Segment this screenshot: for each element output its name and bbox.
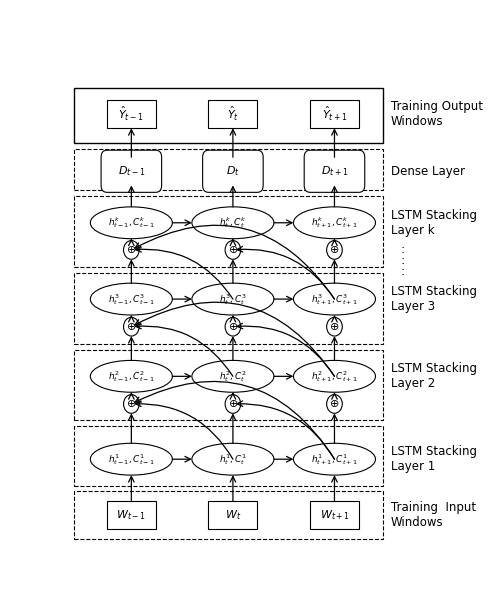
Text: :
:
:: : : : [401, 243, 405, 278]
Text: LSTM Stacking
Layer k: LSTM Stacking Layer k [391, 209, 477, 237]
Circle shape [327, 317, 342, 336]
Ellipse shape [90, 443, 172, 475]
Ellipse shape [293, 283, 375, 315]
Text: $h^2_{t+1}, C^2_{t+1}$: $h^2_{t+1}, C^2_{t+1}$ [311, 369, 358, 384]
Text: Training  Input
Windows: Training Input Windows [391, 502, 476, 530]
Ellipse shape [293, 443, 375, 475]
Ellipse shape [90, 361, 172, 392]
FancyBboxPatch shape [107, 100, 156, 128]
Ellipse shape [90, 283, 172, 315]
Text: $h^3_{t-1}, C^3_{t-1}$: $h^3_{t-1}, C^3_{t-1}$ [108, 292, 155, 306]
Text: $\oplus$: $\oplus$ [329, 398, 340, 409]
Text: $h^1_{t+1}, C^1_{t+1}$: $h^1_{t+1}, C^1_{t+1}$ [311, 452, 358, 467]
Text: $h^k_{t+1}, C^k_{t+1}$: $h^k_{t+1}, C^k_{t+1}$ [311, 215, 358, 230]
Ellipse shape [192, 207, 274, 239]
Text: $h^3_{t+1}, C^3_{t+1}$: $h^3_{t+1}, C^3_{t+1}$ [311, 292, 358, 306]
Text: LSTM Stacking
Layer 1: LSTM Stacking Layer 1 [391, 445, 477, 473]
Bar [74, 273, 383, 345]
FancyBboxPatch shape [310, 502, 359, 530]
Ellipse shape [192, 443, 274, 475]
Text: LSTM Stacking
Layer 2: LSTM Stacking Layer 2 [391, 362, 477, 390]
Text: $D_{t+1}$: $D_{t+1}$ [321, 164, 348, 178]
Text: $W_{t-1}$: $W_{t-1}$ [116, 508, 146, 522]
Circle shape [225, 395, 241, 413]
FancyBboxPatch shape [304, 150, 365, 192]
Text: $h^3_t, C^3_t$: $h^3_t, C^3_t$ [219, 292, 247, 306]
Ellipse shape [293, 361, 375, 392]
Text: $W_{t+1}$: $W_{t+1}$ [320, 508, 349, 522]
Circle shape [225, 317, 241, 336]
Text: $\oplus$: $\oplus$ [228, 244, 238, 255]
Text: $\oplus$: $\oplus$ [228, 398, 238, 409]
Bar [74, 88, 383, 143]
Bar [74, 426, 383, 486]
Text: $D_t$: $D_t$ [226, 164, 240, 178]
Circle shape [123, 317, 139, 336]
Ellipse shape [192, 283, 274, 315]
Text: $D_{t-1}$: $D_{t-1}$ [117, 164, 145, 178]
Circle shape [327, 395, 342, 413]
FancyBboxPatch shape [203, 150, 263, 192]
Ellipse shape [293, 207, 375, 239]
FancyBboxPatch shape [101, 150, 162, 192]
Text: $\oplus$: $\oplus$ [329, 321, 340, 332]
Text: $h^k_{t-1}, C^k_{t-1}$: $h^k_{t-1}, C^k_{t-1}$ [108, 215, 155, 230]
Ellipse shape [90, 207, 172, 239]
Text: Dense Layer: Dense Layer [391, 165, 465, 178]
Circle shape [225, 241, 241, 259]
Bar [74, 149, 383, 190]
Text: $h^1_t, C^1_t$: $h^1_t, C^1_t$ [219, 452, 247, 467]
Ellipse shape [192, 361, 274, 392]
Text: $\hat{Y}_t$: $\hat{Y}_t$ [227, 105, 239, 123]
FancyBboxPatch shape [310, 100, 359, 128]
Text: $h^k_t, C^k_t$: $h^k_t, C^k_t$ [219, 215, 247, 230]
Text: LSTM Stacking
Layer 3: LSTM Stacking Layer 3 [391, 285, 477, 313]
Text: $\hat{Y}_{t+1}$: $\hat{Y}_{t+1}$ [322, 105, 347, 123]
Text: $h^2_t, C^2_t$: $h^2_t, C^2_t$ [219, 369, 247, 384]
Circle shape [327, 241, 342, 259]
FancyBboxPatch shape [209, 502, 258, 530]
FancyBboxPatch shape [107, 502, 156, 530]
Text: $\oplus$: $\oplus$ [228, 321, 238, 332]
FancyBboxPatch shape [209, 100, 258, 128]
Text: $\oplus$: $\oplus$ [126, 398, 137, 409]
Text: $h^2_{t-1}, C^2_{t-1}$: $h^2_{t-1}, C^2_{t-1}$ [108, 369, 155, 384]
Text: $\oplus$: $\oplus$ [126, 244, 137, 255]
Bar [74, 196, 383, 268]
Text: $W_t$: $W_t$ [225, 508, 241, 522]
Circle shape [123, 241, 139, 259]
Text: $\hat{Y}_{t-1}$: $\hat{Y}_{t-1}$ [118, 105, 144, 123]
Text: $\oplus$: $\oplus$ [126, 321, 137, 332]
Text: $h^1_{t-1}, C^1_{t-1}$: $h^1_{t-1}, C^1_{t-1}$ [108, 452, 155, 467]
Text: Training Output
Windows: Training Output Windows [391, 100, 483, 128]
Bar [74, 491, 383, 539]
Text: $\oplus$: $\oplus$ [329, 244, 340, 255]
Bar [74, 350, 383, 420]
Circle shape [123, 395, 139, 413]
